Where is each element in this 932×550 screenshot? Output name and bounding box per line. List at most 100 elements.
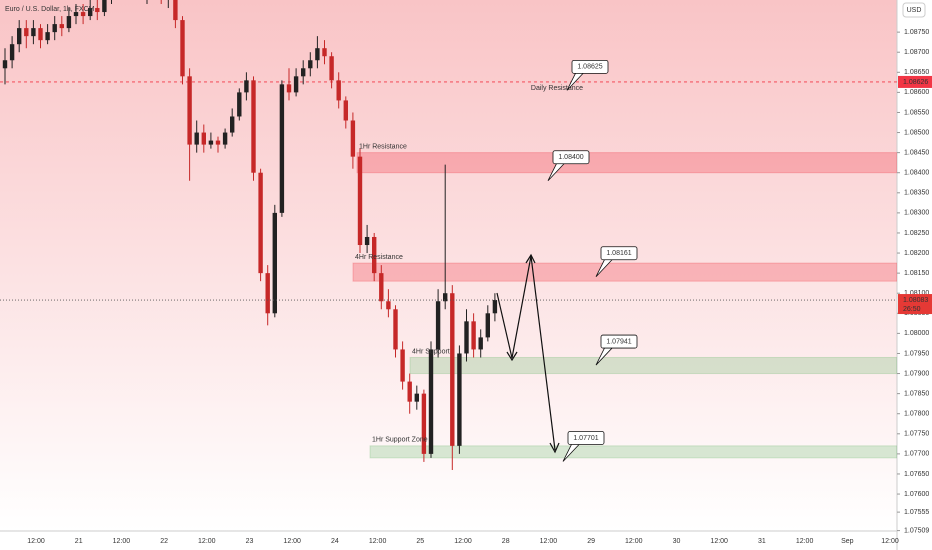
zone-label: 1Hr Support Zone bbox=[372, 437, 428, 444]
candle-body bbox=[251, 80, 256, 173]
x-tick-label: 12:00 bbox=[198, 538, 216, 545]
y-tick-label: 1.07800 bbox=[904, 411, 929, 418]
candle-body bbox=[80, 12, 86, 17]
arrow-head bbox=[506, 253, 560, 454]
candle-body bbox=[393, 309, 398, 350]
y-tick-label: 1.08700 bbox=[904, 49, 929, 56]
callout-label: 1.07941 bbox=[606, 338, 631, 345]
y-tick-label: 1.08500 bbox=[904, 129, 929, 136]
candle-body bbox=[492, 300, 498, 314]
candle-body bbox=[31, 28, 36, 37]
candle-body bbox=[471, 321, 476, 350]
candle-body bbox=[9, 44, 15, 61]
callout-pointer bbox=[566, 72, 585, 91]
candle-body bbox=[301, 68, 306, 77]
candle-body bbox=[66, 16, 72, 29]
y-tick-label: 1.08150 bbox=[904, 270, 929, 277]
y-tick-label: 1.07750 bbox=[904, 431, 929, 438]
y-tick-label: 1.08600 bbox=[904, 89, 929, 96]
x-tick-label: 12:00 bbox=[283, 538, 301, 545]
candle-body bbox=[102, 0, 107, 13]
callout-label: 1.08161 bbox=[606, 250, 631, 257]
candle-body bbox=[95, 8, 100, 13]
x-tick-label: 23 bbox=[246, 538, 254, 545]
y-tick-label: 1.07900 bbox=[904, 370, 929, 377]
y-tick-label: 1.07600 bbox=[904, 491, 929, 498]
y-tick-label: 1.07509 bbox=[904, 527, 929, 534]
x-tick-label: 21 bbox=[75, 538, 83, 545]
currency[interactable]: USD bbox=[907, 7, 922, 14]
candle-body bbox=[17, 28, 22, 45]
y-tick-label: 1.07950 bbox=[904, 350, 929, 357]
callout-label: 1.08625 bbox=[577, 64, 602, 71]
candle-body bbox=[308, 60, 313, 69]
callout-box bbox=[600, 334, 638, 349]
candle-body bbox=[272, 212, 277, 314]
candle-body bbox=[364, 236, 370, 246]
candle-body bbox=[45, 32, 50, 41]
candle-body bbox=[59, 24, 64, 29]
candle-body bbox=[293, 76, 299, 93]
callout-pointer bbox=[595, 258, 614, 277]
candle-body bbox=[379, 273, 384, 302]
candle-body bbox=[350, 120, 356, 157]
candle-body bbox=[435, 301, 441, 350]
zone-label: 4Hr Resistance bbox=[355, 254, 403, 261]
y-tick-label: 1.07850 bbox=[904, 390, 929, 397]
x-tick-label: 12:00 bbox=[540, 538, 558, 545]
y-tick-label: 1.08100 bbox=[904, 290, 929, 297]
y-tick-label: 1.08000 bbox=[904, 330, 929, 337]
projection-arrow bbox=[496, 255, 556, 451]
x-tick-label: 29 bbox=[587, 538, 595, 545]
x-tick-label: 12:00 bbox=[625, 538, 643, 545]
y-tick-label: 1.07555 bbox=[904, 509, 929, 516]
x-tick-label: Sep bbox=[841, 538, 854, 545]
currency-button[interactable] bbox=[902, 2, 926, 18]
x-tick-label: 28 bbox=[502, 538, 510, 545]
candle-body bbox=[244, 80, 249, 93]
y-tick-label: 1.08650 bbox=[904, 69, 929, 76]
candle-body bbox=[372, 236, 377, 274]
candle-body bbox=[215, 140, 221, 145]
zone-label: 4Hr Support bbox=[412, 348, 450, 355]
candle-body bbox=[52, 24, 57, 33]
zone bbox=[369, 445, 897, 459]
price-tag bbox=[898, 75, 932, 88]
y-tick-label: 1.07700 bbox=[904, 451, 929, 458]
zone bbox=[409, 356, 897, 375]
x-tick-label: 12:00 bbox=[27, 538, 45, 545]
candle-body bbox=[386, 301, 391, 310]
candle-body bbox=[2, 60, 8, 69]
candle-body bbox=[329, 56, 334, 81]
callout-box bbox=[600, 246, 638, 261]
candle-body bbox=[357, 156, 363, 246]
candle-body bbox=[478, 337, 483, 350]
callout-label: 1.08400 bbox=[558, 154, 583, 161]
candle-body bbox=[187, 76, 192, 145]
x-tick-label: 22 bbox=[160, 538, 168, 545]
y-tick-label: 1.08250 bbox=[904, 230, 929, 237]
candle-body bbox=[208, 140, 214, 145]
candle-body bbox=[201, 132, 206, 145]
callout-label: 1.07701 bbox=[573, 435, 598, 442]
candle-body bbox=[73, 12, 79, 17]
candle-body bbox=[222, 132, 228, 145]
plot bbox=[0, 0, 897, 470]
y-tick-label: 1.08400 bbox=[904, 170, 929, 177]
candle-body bbox=[258, 172, 263, 274]
candle-body bbox=[322, 48, 327, 57]
candle-body bbox=[421, 393, 427, 454]
x-tick-label: 12:00 bbox=[113, 538, 131, 545]
candle-body bbox=[457, 353, 462, 446]
plot-area bbox=[0, 0, 897, 531]
candle-body bbox=[180, 20, 185, 77]
candle-body bbox=[407, 381, 412, 402]
candle-body bbox=[194, 132, 199, 145]
candle-body bbox=[24, 28, 29, 37]
daily-resistance-label: Daily Resistance bbox=[531, 85, 583, 92]
y-tick-label: 1.08450 bbox=[904, 149, 929, 156]
y-tick-label: 1.08350 bbox=[904, 190, 929, 197]
callout-pointer bbox=[547, 162, 566, 181]
countdown: 26:50 bbox=[903, 306, 921, 313]
